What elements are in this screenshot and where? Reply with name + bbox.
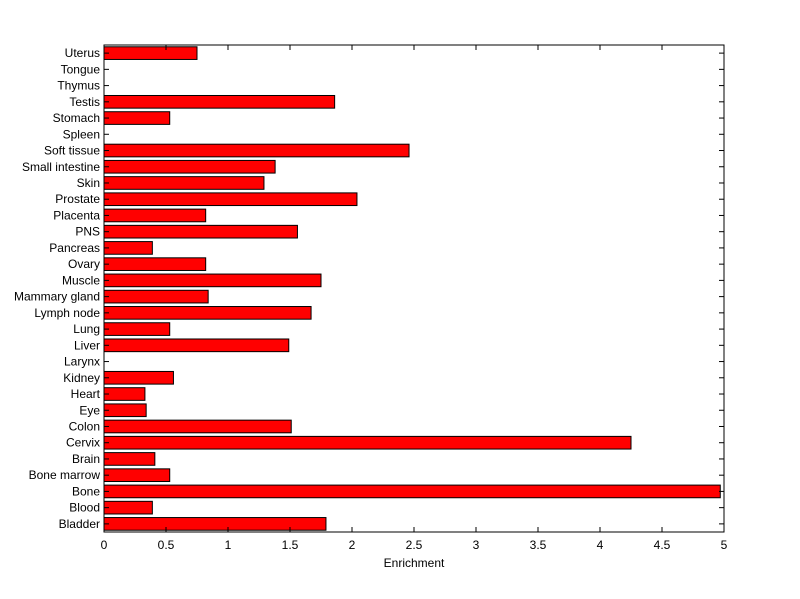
y-tick-label: Eye — [79, 403, 100, 417]
y-tick-label: Skin — [77, 176, 100, 190]
bar-testis — [103, 94, 336, 109]
x-tick-label: 2 — [349, 538, 356, 552]
bar-brain — [103, 452, 156, 466]
x-tick-label: 4.5 — [654, 538, 671, 552]
y-tick-label: Liver — [74, 338, 100, 352]
bar-soft-tissue — [103, 143, 410, 158]
bar-pns — [103, 224, 298, 239]
x-tick-label: 1 — [225, 538, 232, 552]
y-tick-label: Blood — [69, 501, 100, 515]
y-tick-label: Kidney — [63, 371, 100, 385]
y-tick-label: Spleen — [63, 127, 100, 141]
bar-stomach — [103, 111, 171, 125]
bar-skin — [103, 176, 265, 190]
x-axis-title: Enrichment — [384, 556, 445, 570]
y-tick-label: Prostate — [55, 192, 100, 206]
y-tick-label: Stomach — [53, 111, 100, 125]
y-tick-label: Ovary — [68, 257, 100, 271]
x-tick-label: 2.5 — [406, 538, 423, 552]
bar-uterus — [103, 46, 198, 60]
bar-lymph-node — [103, 306, 312, 320]
x-tick-label: 4 — [597, 538, 604, 552]
x-tick-label: 0 — [101, 538, 108, 552]
x-tick-label: 0.5 — [158, 538, 175, 552]
y-tick-label: Small intestine — [22, 160, 100, 174]
bar-cervix — [103, 435, 632, 450]
y-tick-label: Uterus — [65, 46, 100, 60]
x-tick-label: 3.5 — [530, 538, 547, 552]
bar-heart — [103, 387, 146, 401]
bar-liver — [103, 338, 290, 353]
bar-kidney — [103, 370, 174, 385]
bar-bone — [103, 484, 721, 499]
x-axis-ticks: 0 0.5 1 1.5 2 2.5 3 3.5 4 4.5 5 — [101, 45, 728, 552]
bar-placenta — [103, 208, 207, 223]
y-tick-label: Placenta — [53, 208, 100, 222]
bar-small-intestine — [103, 159, 276, 174]
y-tick-label: Soft tissue — [44, 144, 100, 158]
y-tick-label: Larynx — [64, 355, 100, 369]
y-tick-label: Bone marrow — [29, 468, 101, 482]
bar-muscle — [103, 273, 322, 288]
x-tick-label: 1.5 — [282, 538, 299, 552]
x-tick-label: 5 — [721, 538, 728, 552]
y-tick-label: PNS — [75, 225, 100, 239]
y-tick-label: Thymus — [57, 79, 100, 93]
bar-mammary-gland — [103, 289, 209, 304]
y-tick-label: Brain — [72, 452, 100, 466]
plot-frame — [103, 44, 725, 533]
y-tick-label: Mammary gland — [14, 290, 100, 304]
bar-prostate — [103, 192, 358, 207]
bar-pancreas — [103, 241, 153, 255]
bar-bladder — [103, 517, 327, 531]
bar-ovary — [103, 257, 207, 271]
bar-colon — [103, 419, 292, 434]
y-tick-label: Tongue — [61, 62, 101, 76]
y-tick-label: Pancreas — [49, 241, 100, 255]
bar-eye — [103, 403, 147, 418]
y-tick-label: Bone — [72, 484, 100, 498]
y-axis-ticks: Bladder Blood Bone Bone marrow Brain Cervix Co… — [14, 46, 724, 531]
x-tick-label: 3 — [473, 538, 480, 552]
bar-bone-marrow — [103, 468, 171, 483]
plot-background — [104, 45, 724, 532]
y-tick-label: Cervix — [66, 436, 100, 450]
bar-lung — [103, 322, 171, 336]
y-tick-label: Lung — [73, 322, 100, 336]
y-tick-label: Lymph node — [34, 306, 100, 320]
bar-blood — [103, 500, 153, 515]
y-tick-label: Colon — [69, 419, 100, 433]
y-tick-label: Muscle — [62, 273, 100, 287]
y-tick-label: Testis — [69, 95, 100, 109]
y-tick-label: Bladder — [59, 517, 100, 531]
y-tick-label: Heart — [71, 387, 101, 401]
